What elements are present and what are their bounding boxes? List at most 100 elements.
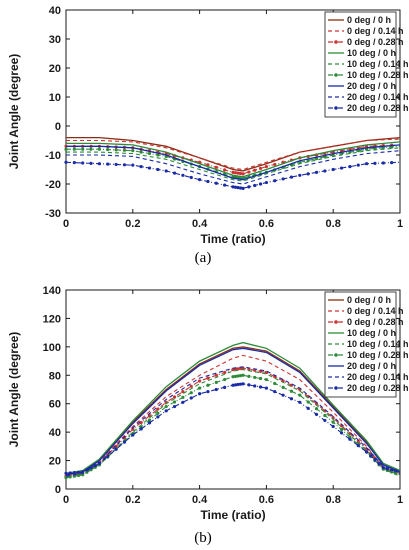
series-marker bbox=[97, 162, 101, 166]
y-tick-label: 80 bbox=[49, 370, 61, 382]
legend-label: 20 deg / 0.14 h bbox=[347, 372, 409, 382]
series-line bbox=[66, 145, 401, 179]
series-marker bbox=[264, 386, 268, 390]
series-marker bbox=[214, 380, 218, 384]
series-marker bbox=[331, 167, 335, 172]
series-marker bbox=[306, 400, 310, 404]
series-marker bbox=[206, 390, 210, 394]
series-marker bbox=[106, 454, 110, 458]
series-marker bbox=[114, 162, 118, 167]
y-axis-label: Joint Angle (degree) bbox=[7, 332, 21, 448]
series-marker bbox=[314, 407, 319, 411]
series-marker bbox=[72, 471, 76, 475]
chart-panel-a: -30 -20 -10 0 10 20 30 40 0 0.2 0.4 0.6 0.8 1 Time (ra… bbox=[7, 5, 409, 266]
series-marker bbox=[356, 163, 360, 167]
series-marker bbox=[206, 383, 210, 387]
legend-label: 10 deg / 0 h bbox=[347, 328, 396, 338]
series-marker bbox=[231, 383, 235, 387]
series-marker bbox=[156, 153, 160, 157]
series-marker bbox=[247, 383, 251, 387]
series-marker bbox=[348, 437, 352, 441]
y-tick-label: -30 bbox=[45, 208, 61, 220]
series-marker bbox=[68, 471, 72, 475]
series-marker bbox=[281, 393, 285, 397]
y-tick-label: 140 bbox=[43, 285, 61, 297]
x-tick-label: 1 bbox=[397, 218, 403, 230]
legend-marker bbox=[334, 386, 338, 390]
legend-label: 10 deg / 0.28 h bbox=[347, 350, 409, 360]
series-marker bbox=[131, 433, 135, 437]
x-tick-label: 0.6 bbox=[259, 218, 274, 230]
series-marker bbox=[64, 147, 68, 151]
series-marker bbox=[181, 390, 185, 394]
series-marker bbox=[373, 458, 377, 462]
series-marker bbox=[189, 384, 193, 388]
legend-label: 20 deg / 0 h bbox=[347, 361, 396, 371]
series-marker bbox=[394, 469, 398, 473]
series-marker bbox=[164, 404, 168, 409]
series-marker bbox=[281, 177, 285, 181]
series-marker bbox=[258, 376, 263, 381]
series-marker bbox=[289, 389, 294, 393]
series-marker bbox=[189, 396, 193, 400]
series-marker bbox=[156, 411, 160, 415]
panel-caption-a: (a) bbox=[195, 250, 212, 266]
legend-marker bbox=[334, 320, 338, 324]
series-marker bbox=[236, 374, 240, 378]
series-marker bbox=[223, 385, 227, 389]
legend-marker bbox=[334, 106, 338, 110]
series-marker bbox=[339, 428, 344, 432]
y-tick-label: 10 bbox=[49, 92, 61, 104]
series-marker bbox=[365, 450, 369, 454]
y-tick-label: -20 bbox=[45, 179, 61, 191]
legend-marker bbox=[334, 40, 338, 44]
series-marker bbox=[233, 383, 238, 387]
series-marker bbox=[314, 412, 319, 416]
series-marker bbox=[264, 377, 268, 382]
legend-label: 10 deg / 0.14 h bbox=[347, 59, 409, 69]
series-marker bbox=[81, 161, 85, 165]
legend-box bbox=[324, 11, 397, 118]
series-line bbox=[66, 136, 401, 172]
series-marker bbox=[198, 379, 202, 383]
series-marker bbox=[156, 415, 160, 419]
series-marker bbox=[233, 185, 238, 189]
x-tick-label: 0.8 bbox=[326, 494, 341, 506]
series-marker bbox=[147, 166, 152, 170]
series-marker bbox=[298, 173, 302, 177]
legend-label: 10 deg / 0 h bbox=[347, 48, 396, 58]
series-marker bbox=[172, 171, 177, 175]
x-tick-label: 0.8 bbox=[326, 218, 341, 230]
series-marker bbox=[306, 406, 310, 410]
series-line bbox=[66, 147, 401, 182]
series-line bbox=[66, 150, 401, 185]
series-marker bbox=[172, 404, 177, 409]
series-marker bbox=[273, 390, 277, 394]
series-marker bbox=[206, 179, 210, 184]
series-marker bbox=[122, 148, 127, 152]
series-marker bbox=[247, 374, 251, 378]
series-marker bbox=[323, 418, 327, 423]
series-marker bbox=[198, 392, 202, 396]
series-marker bbox=[314, 170, 319, 174]
series-marker bbox=[231, 185, 235, 189]
series-marker bbox=[206, 376, 210, 380]
series-marker bbox=[189, 175, 193, 180]
series-marker bbox=[114, 148, 118, 152]
series-marker bbox=[164, 409, 168, 413]
series-marker bbox=[348, 165, 352, 169]
legend-label: 0 deg / 0.28 h bbox=[347, 37, 404, 47]
series-marker bbox=[164, 169, 168, 173]
y-tick-label: 60 bbox=[49, 399, 61, 411]
series-marker bbox=[273, 179, 277, 183]
x-tick-label: 0 bbox=[63, 218, 69, 230]
legend-label: 20 deg / 0 h bbox=[347, 81, 396, 91]
series-marker bbox=[233, 171, 238, 175]
series-marker bbox=[264, 165, 268, 169]
series-marker bbox=[156, 407, 160, 411]
series-marker bbox=[85, 468, 89, 472]
series-marker bbox=[390, 161, 394, 165]
series-marker bbox=[253, 183, 257, 188]
legend-label: 0 deg / 0 h bbox=[347, 295, 391, 305]
series-marker bbox=[147, 151, 152, 156]
